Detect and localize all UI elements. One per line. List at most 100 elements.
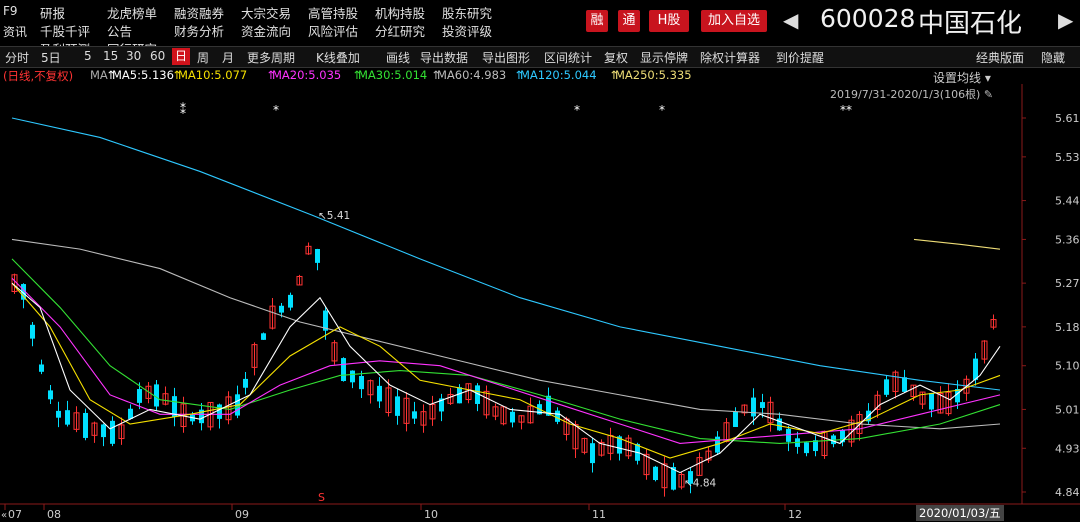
candle bbox=[483, 390, 490, 416]
candle bbox=[91, 422, 98, 436]
menu-item[interactable]: 高管持股 bbox=[308, 6, 359, 21]
x-tick-label: 08 bbox=[47, 508, 61, 521]
toolbar-item[interactable]: 复权 bbox=[604, 51, 629, 65]
candle bbox=[518, 415, 525, 423]
candle bbox=[269, 305, 276, 329]
candle bbox=[39, 364, 44, 372]
toolbar-item[interactable]: K线叠加 bbox=[316, 51, 360, 65]
hshare-badge[interactable]: H股 bbox=[649, 10, 689, 32]
menu-item[interactable]: 机构持股 bbox=[375, 6, 426, 21]
ma-arrow-icon: ↑ bbox=[514, 68, 524, 82]
candle bbox=[643, 453, 650, 476]
menu-item[interactable]: 千股千评 bbox=[40, 24, 91, 39]
news-tag[interactable]: 资讯 bbox=[3, 25, 28, 39]
event-marker-icon: * bbox=[574, 103, 580, 117]
ma-legend-item: MA5:5.136 bbox=[112, 68, 174, 82]
ma60-line bbox=[11, 238, 1001, 430]
candle bbox=[741, 404, 748, 414]
candle bbox=[420, 411, 427, 426]
toolbar-item[interactable]: 日 bbox=[172, 48, 191, 65]
ma-arrow-icon: ↑ bbox=[106, 68, 116, 82]
x-tick-label: 07 bbox=[8, 508, 22, 521]
ma-arrow-icon: ↑ bbox=[266, 68, 276, 82]
menu-item[interactable]: 资金流向 bbox=[241, 24, 292, 39]
toolbar-item[interactable]: 导出数据 bbox=[420, 51, 469, 65]
candle bbox=[527, 405, 534, 424]
candle bbox=[696, 457, 703, 476]
candle bbox=[457, 387, 462, 404]
candle bbox=[30, 324, 35, 339]
ma-settings-button[interactable]: 设置均线 ▾ bbox=[933, 71, 991, 85]
menu-item[interactable]: 分红研究 bbox=[375, 24, 426, 39]
chart-mode-label: (日线,不复权) bbox=[3, 69, 74, 83]
classic-layout-button[interactable]: 经典版面 bbox=[976, 51, 1025, 65]
toolbar-item[interactable]: 60 bbox=[150, 49, 166, 63]
x-tick-label: 10 bbox=[424, 508, 438, 521]
candle bbox=[617, 436, 622, 454]
candle bbox=[315, 249, 320, 263]
hide-button[interactable]: 隐藏 bbox=[1041, 51, 1066, 65]
toolbar-item[interactable]: 更多周期 bbox=[247, 51, 296, 65]
menu-item[interactable]: 大宗交易 bbox=[241, 6, 292, 21]
candle bbox=[945, 391, 952, 415]
menu-item[interactable]: 投资评级 bbox=[442, 24, 493, 39]
candle bbox=[840, 430, 845, 443]
period-toolbar: 分时 5日 5 15 30 60 日周月更多周期 K线叠加 画线 导出数据 导出图形 区间统计 复权 显示… bbox=[0, 46, 1080, 68]
menu-item[interactable]: 股东研究 bbox=[442, 6, 493, 21]
candle bbox=[403, 397, 410, 424]
candle bbox=[217, 404, 222, 419]
toolbar-item[interactable]: 月 bbox=[222, 51, 235, 65]
candle bbox=[910, 384, 917, 397]
y-tick-label: 4.93 bbox=[1055, 442, 1080, 455]
candle bbox=[359, 375, 364, 390]
event-marker-icon: ⁑ bbox=[180, 102, 186, 117]
x-tick-label: 12 bbox=[788, 508, 802, 521]
menu-item[interactable]: 龙虎榜单 bbox=[107, 6, 158, 21]
candle bbox=[439, 398, 444, 412]
y-tick-label: 5.53 bbox=[1055, 151, 1080, 164]
ma-legend-item: MA250:5.335 bbox=[615, 68, 692, 82]
candle bbox=[492, 406, 499, 417]
ma250-line bbox=[913, 238, 1001, 250]
f9-tag[interactable]: F9 bbox=[3, 4, 18, 18]
toolbar-item[interactable]: 除权计算器 bbox=[700, 51, 761, 65]
toolbar-item[interactable]: 周 bbox=[197, 51, 210, 65]
margin-badge[interactable]: 融 bbox=[586, 10, 608, 32]
toolbar-item[interactable]: 分时 bbox=[5, 51, 30, 65]
prev-stock-icon[interactable]: ◀ bbox=[783, 8, 799, 32]
candle bbox=[395, 396, 400, 416]
toolbar-item[interactable]: 导出图形 bbox=[482, 51, 531, 65]
low-price-label: ↖4.84 bbox=[684, 477, 716, 489]
x-tick-label: 09 bbox=[235, 508, 249, 521]
date-range-label: 2019/7/31-2020/1/3(106根) ✎ bbox=[830, 88, 994, 101]
candle bbox=[848, 419, 855, 443]
toolbar-item[interactable]: 5 bbox=[84, 49, 92, 63]
toolbar-item[interactable]: 到价提醒 bbox=[776, 51, 825, 65]
y-tick-label: 4.84 bbox=[1055, 486, 1080, 499]
toolbar-item[interactable]: 5日 bbox=[41, 51, 61, 65]
candle bbox=[572, 424, 579, 450]
y-tick-label: 5.44 bbox=[1055, 195, 1080, 208]
candle bbox=[296, 275, 303, 286]
menu-item[interactable]: 公告 bbox=[107, 24, 133, 39]
toolbar-item[interactable]: 30 bbox=[126, 49, 142, 63]
candle bbox=[990, 319, 997, 328]
menu-item[interactable]: 财务分析 bbox=[174, 24, 225, 39]
menu-item[interactable]: 风险评估 bbox=[308, 24, 359, 39]
kline-chart[interactable]: 5.61 5.53 5.44 5.36 5.27 5.18 5.10 5.01 4.93 4.84… bbox=[0, 84, 1080, 522]
ma-label: MA bbox=[90, 68, 108, 82]
add-watchlist-button[interactable]: 加入自选 bbox=[701, 10, 767, 32]
next-stock-icon[interactable]: ▶ bbox=[1058, 8, 1074, 32]
ma-legend-item: MA60:4.983 bbox=[437, 68, 507, 82]
candle bbox=[751, 397, 756, 417]
candle bbox=[804, 442, 809, 454]
menu-item[interactable]: 融资融券 bbox=[174, 6, 225, 21]
candle bbox=[653, 466, 658, 481]
toolbar-item[interactable]: 显示停牌 bbox=[640, 51, 689, 65]
menu-item[interactable]: 研报 bbox=[40, 6, 66, 21]
toolbar-item[interactable]: 画线 bbox=[386, 51, 411, 65]
connect-badge[interactable]: 通 bbox=[618, 10, 640, 32]
toolbar-item[interactable]: 15 bbox=[103, 49, 119, 63]
toolbar-item[interactable]: 区间统计 bbox=[544, 51, 593, 65]
candle bbox=[760, 402, 765, 408]
